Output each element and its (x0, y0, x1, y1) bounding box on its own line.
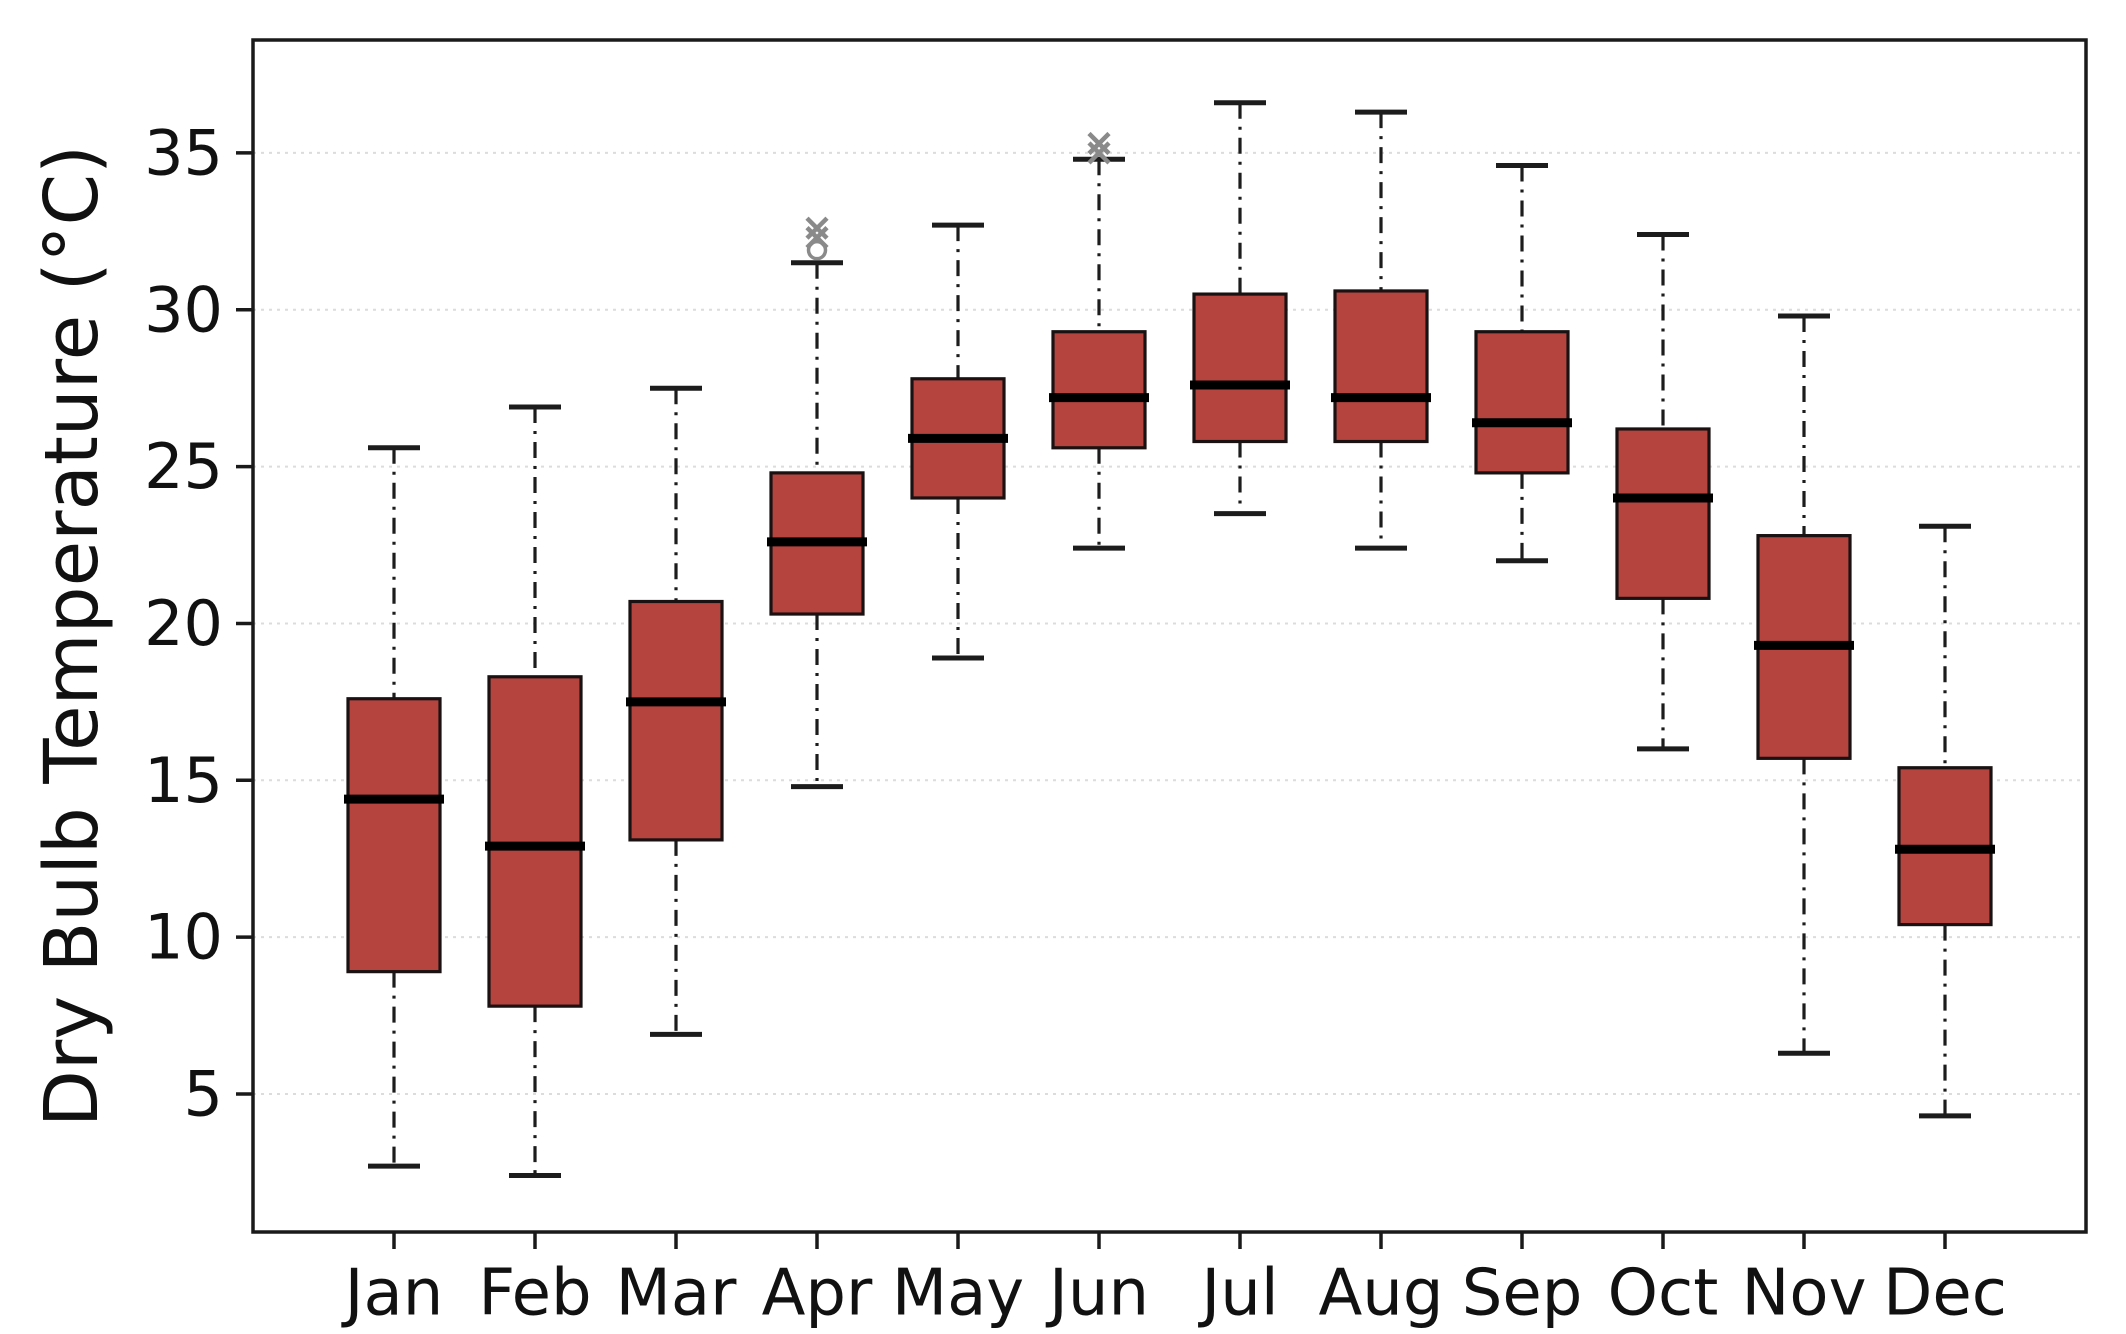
y-axis-title: Dry Bulb Temperature (°C) (29, 144, 115, 1128)
box-Jul (1192, 292, 1288, 444)
x-tick-label-May: May (892, 1256, 1024, 1330)
box-Sep (1474, 330, 1570, 475)
y-tick-label-15: 15 (144, 744, 223, 817)
x-tick-label-Apr: Apr (762, 1256, 873, 1330)
x-tick-label-Nov: Nov (1742, 1256, 1867, 1330)
x-tick-label-Dec: Dec (1883, 1256, 2007, 1330)
y-tick-label-35: 35 (144, 116, 223, 189)
outlier-x-Jun-1 (1087, 131, 1111, 156)
outlier-x-Jun-0 (1087, 141, 1111, 165)
outlier-circle-Apr-0 (806, 239, 828, 261)
x-tick-label-Jan: Jan (341, 1256, 444, 1330)
box-Jun (1051, 330, 1147, 450)
x-tick-label-Oct: Oct (1608, 1256, 1719, 1330)
y-tick-label-25: 25 (144, 430, 223, 503)
y-tick-label-30: 30 (144, 273, 223, 346)
y-tick-label-10: 10 (144, 901, 223, 974)
y-tick-label-5: 5 (184, 1057, 223, 1130)
box-Jan (346, 697, 442, 974)
y-tick-label-20: 20 (144, 587, 223, 660)
x-tick-label-Sep: Sep (1462, 1256, 1583, 1330)
x-tick-label-Feb: Feb (478, 1256, 591, 1330)
outlier-x-Apr-1 (805, 226, 829, 250)
x-tick-label-Jun: Jun (1045, 1256, 1149, 1330)
x-tick-label-Mar: Mar (616, 1256, 737, 1330)
box-Mar (628, 599, 724, 842)
x-tick-label-Aug: Aug (1319, 1256, 1444, 1330)
outlier-x-Apr-2 (805, 216, 829, 240)
box-Aug (1333, 289, 1429, 444)
x-tick-label-Jul: Jul (1197, 1256, 1278, 1330)
box-Feb (487, 675, 583, 1008)
box-Oct (1615, 427, 1711, 600)
plot-frame (251, 38, 2088, 1234)
